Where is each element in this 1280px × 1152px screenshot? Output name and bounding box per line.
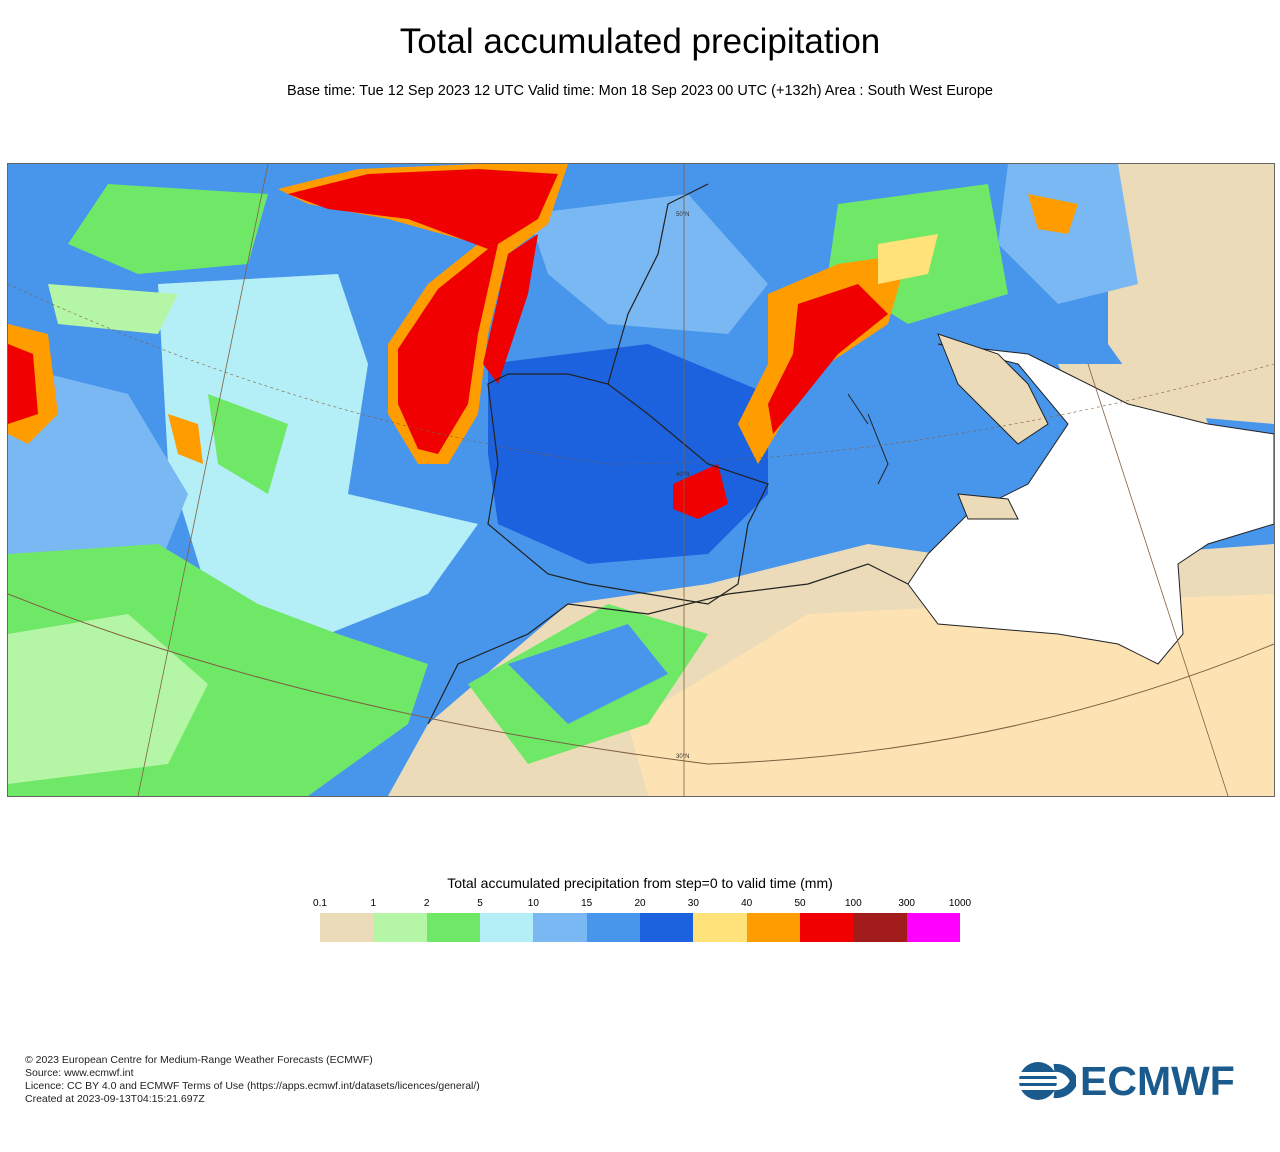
map-canvas: 50°N 40°N 30°N [8,164,1274,796]
legend-tick-label: 40 [741,898,753,909]
legend-tick-label: 0.1 [313,898,327,909]
legend-tick-label: 30 [687,898,699,909]
licence-line: Licence: CC BY 4.0 and ECMWF Terms of Us… [25,1080,480,1092]
legend-swatch [373,913,427,942]
footer-credits: © 2023 European Centre for Medium-Range … [25,1054,480,1106]
legend-tick-label: 1 [370,898,377,909]
legend-tick-label: 100 [844,898,862,909]
lat-label-40n: 40°N [676,472,689,478]
legend-swatch [479,913,534,942]
legend-swatch [533,913,587,942]
legend-tick-label: 300 [898,898,915,909]
legend-swatch [586,913,640,942]
legend-tick-label: 20 [634,898,646,909]
legend-swatch [639,913,694,942]
legend-swatch [746,913,800,942]
legend-swatch [853,913,907,942]
legend-swatch [799,913,854,942]
legend-tick-label: 5 [477,898,483,909]
source-line: Source: www.ecmwf.int [25,1067,134,1079]
legend-tick-label: 50 [794,898,806,909]
legend-tick-label: 10 [527,898,539,909]
legend-swatch [426,913,480,942]
ecmwf-logo-icon [1018,1062,1076,1100]
lat-label-50n: 50°N [676,212,689,218]
ecmwf-logo-text: ECMWF [1080,1057,1235,1104]
ecmwf-logo: ECMWF [1018,1058,1235,1104]
legend-title: Total accumulated precipitation from ste… [447,875,833,891]
legend-tick-label: 1000 [948,898,972,909]
legend-swatch [906,913,960,942]
copyright-line: © 2023 European Centre for Medium-Range … [25,1054,373,1066]
lat-label-30n: 30°N [676,754,689,760]
legend-tick-label: 15 [581,898,593,909]
map-subtitle: Base time: Tue 12 Sep 2023 12 UTC Valid … [287,83,993,99]
legend-colorbar [320,913,960,942]
created-line: Created at 2023-09-13T04:15:21.697Z [25,1093,205,1105]
legend-ticks: 0.1 1 2 5 10 15 20 30 40 50 100 300 1000 [313,898,971,912]
legend-swatch [320,913,374,942]
precipitation-map: 50°N 40°N 30°N [7,163,1275,797]
legend-swatch [693,913,747,942]
legend-tick-label: 2 [423,898,430,909]
map-title: Total accumulated precipitation [399,22,881,61]
